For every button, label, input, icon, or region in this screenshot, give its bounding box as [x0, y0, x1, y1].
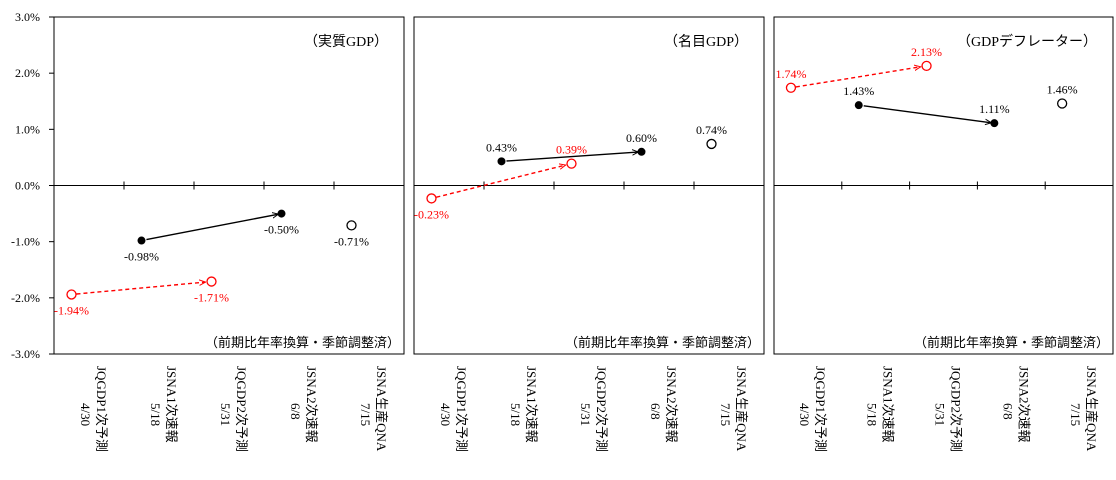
x-category-date: 6/8 [1000, 403, 1015, 420]
data-point-filled [855, 102, 862, 109]
x-category-date: 4/30 [78, 403, 93, 426]
y-tick-label: -1.0% [11, 235, 40, 249]
data-point-filled [638, 148, 645, 155]
jsna-revision-arrow [146, 214, 278, 239]
data-label: -0.98% [124, 250, 159, 264]
x-category-date: 6/8 [648, 403, 663, 420]
data-point-filled [498, 158, 505, 165]
y-tick-label: 0.0% [15, 179, 40, 193]
data-point-open [707, 139, 716, 148]
x-category-name: JQGDP2次予測 [234, 366, 249, 452]
data-point-open [922, 61, 931, 70]
x-category-date: 6/8 [288, 403, 303, 420]
data-label: 2.13% [911, 45, 942, 59]
data-point-filled [138, 237, 145, 244]
jqgdp-revision-arrow [76, 282, 205, 294]
y-tick-label: 1.0% [15, 122, 40, 136]
x-category-name: JSNA生産QNA [734, 366, 749, 452]
panel-note: （前期比年率換算・季節調整済） [565, 335, 760, 350]
x-category-date: 4/30 [438, 403, 453, 426]
x-category-name: JSNA2次速報 [304, 366, 319, 443]
data-label: 1.11% [979, 102, 1010, 116]
x-category-date: 5/31 [933, 403, 948, 426]
x-category-name: JSNA生産QNA [374, 366, 389, 452]
data-label: 0.43% [486, 140, 517, 154]
x-category-name: JQGDP1次予測 [454, 366, 469, 452]
panel-note: （前期比年率換算・季節調整済） [914, 335, 1109, 350]
data-point-open [1058, 99, 1067, 108]
data-point-filled [278, 210, 285, 217]
data-point-open [347, 221, 356, 230]
data-label: 1.74% [775, 67, 806, 81]
jsna-revision-arrow [864, 106, 992, 123]
x-category-date: 7/15 [718, 403, 733, 426]
data-label: 0.60% [626, 131, 657, 145]
x-category-date: 7/15 [1068, 403, 1083, 426]
panel-title: （GDPデフレーター） [957, 33, 1097, 50]
x-category-name: JSNA2次速報 [664, 366, 679, 443]
y-tick-label: 3.0% [15, 10, 40, 24]
x-category-name: JQGDP1次予測 [813, 366, 828, 452]
data-label: 1.46% [1047, 82, 1078, 96]
data-point-open [567, 159, 576, 168]
x-category-name: JQGDP2次予測 [594, 366, 609, 452]
data-point-open [67, 290, 76, 299]
panel-title: （実質GDP） [304, 34, 388, 50]
x-category-name: JSNA1次速報 [164, 366, 179, 443]
data-point-open [786, 83, 795, 92]
data-point-filled [991, 120, 998, 127]
y-tick-label: -3.0% [11, 347, 40, 361]
x-category-name: JSNA1次速報 [524, 366, 539, 443]
data-label: -0.50% [264, 223, 299, 237]
x-category-name: JQGDP2次予測 [949, 366, 964, 452]
x-category-name: JSNA生産QNA [1084, 366, 1099, 452]
data-label: 0.39% [556, 143, 587, 157]
data-label: -1.94% [54, 303, 89, 317]
y-tick-label: -2.0% [11, 291, 40, 305]
x-category-date: 7/15 [358, 403, 373, 426]
jqgdp-revision-arrow [436, 165, 565, 197]
x-category-date: 5/18 [865, 403, 880, 426]
x-category-name: JSNA1次速報 [881, 366, 896, 443]
x-category-name: JSNA2次速報 [1016, 366, 1031, 443]
data-label: -1.71% [194, 291, 229, 305]
data-label: -0.71% [334, 234, 369, 248]
data-label: 1.43% [843, 84, 874, 98]
data-label: 0.74% [696, 123, 727, 137]
panel-note: （前期比年率換算・季節調整済） [205, 335, 400, 350]
data-point-open [427, 194, 436, 203]
data-point-open [207, 277, 216, 286]
panel-title: （名目GDP） [664, 34, 748, 50]
x-category-date: 5/18 [508, 403, 523, 426]
y-tick-label: 2.0% [15, 66, 40, 80]
x-category-date: 5/31 [578, 403, 593, 426]
x-category-name: JQGDP1次予測 [94, 366, 109, 452]
x-category-date: 5/18 [148, 403, 163, 426]
data-label: -0.23% [414, 207, 449, 221]
x-category-date: 4/30 [797, 403, 812, 426]
x-category-date: 5/31 [218, 403, 233, 426]
